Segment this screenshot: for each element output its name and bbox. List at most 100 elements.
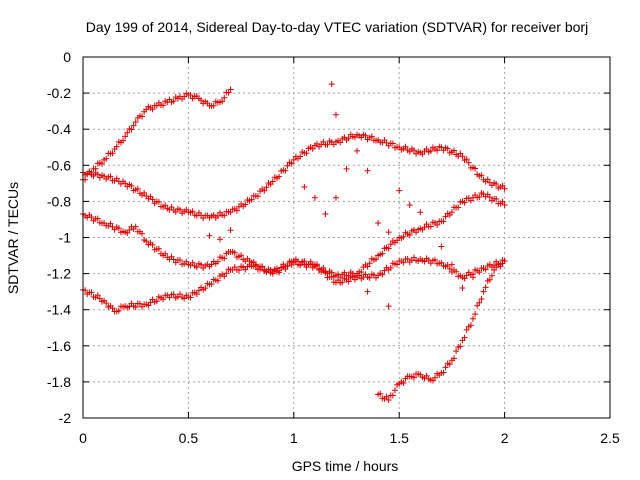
data-point	[284, 262, 291, 269]
data-point	[149, 106, 156, 113]
data-point	[162, 250, 169, 257]
data-point	[227, 86, 234, 93]
data-point	[145, 302, 152, 309]
data-point	[446, 265, 453, 272]
data-point	[160, 102, 167, 109]
data-point	[440, 369, 447, 376]
x-axis-label: GPS time / hours	[292, 458, 399, 474]
data-point	[322, 269, 329, 276]
data-point	[141, 189, 148, 196]
data-point	[189, 208, 196, 215]
axis-ticks: 0 0.5 1 1.5 2 2.5 0 -0.2 -0.4 -0.6 -0.8 -1 -1.2 -1.4 -…	[47, 49, 620, 446]
data-point	[217, 236, 224, 243]
data-point	[124, 230, 131, 237]
data-point	[484, 176, 491, 183]
data-point	[128, 126, 135, 133]
data-point	[406, 202, 413, 209]
data-point	[187, 294, 194, 301]
data-point	[341, 269, 348, 276]
data-point	[94, 292, 101, 299]
data-point	[301, 258, 308, 265]
data-point	[448, 261, 455, 268]
data-point	[242, 266, 249, 273]
data-point	[254, 193, 261, 200]
data-point	[132, 118, 139, 125]
data-point	[488, 272, 495, 279]
data-point	[227, 227, 234, 234]
data-point	[469, 274, 476, 281]
data-point	[189, 259, 196, 266]
data-point	[132, 223, 139, 230]
data-point	[214, 258, 221, 265]
data-point	[339, 279, 346, 286]
data-point	[328, 81, 335, 88]
data-point	[375, 220, 382, 227]
data-point	[385, 229, 392, 236]
data-point	[394, 261, 401, 268]
data-point	[337, 139, 344, 146]
data-point	[472, 165, 479, 172]
data-point	[130, 122, 137, 129]
data-point	[472, 311, 479, 318]
data-point	[126, 303, 133, 310]
y-tick-label: -1.6	[47, 338, 71, 354]
data-point	[453, 348, 460, 355]
data-point	[90, 173, 97, 180]
data-point	[214, 277, 221, 284]
x-tick-label: 0	[79, 430, 87, 446]
y-tick-label: -0.8	[47, 193, 71, 209]
data-point	[396, 187, 403, 194]
data-point	[385, 303, 392, 310]
data-point	[223, 270, 230, 277]
data-point	[465, 159, 472, 166]
data-point	[324, 141, 331, 148]
data-point	[385, 396, 392, 403]
data-point	[276, 173, 283, 180]
data-point	[126, 227, 133, 234]
data-point	[419, 151, 426, 158]
data-point	[210, 102, 217, 109]
data-point	[332, 111, 339, 118]
data-point	[467, 322, 474, 329]
data-point	[263, 184, 270, 191]
data-point	[486, 194, 493, 201]
y-tick-label: -1.2	[47, 266, 71, 282]
data-point	[332, 194, 339, 201]
data-point	[421, 224, 428, 231]
data-point	[459, 153, 466, 160]
data-point	[402, 143, 409, 150]
data-point	[115, 225, 122, 232]
data-point	[362, 132, 369, 139]
data-point	[221, 212, 228, 219]
data-point	[499, 198, 506, 205]
data-point	[149, 196, 156, 203]
data-point	[501, 185, 508, 192]
data-point	[109, 150, 116, 157]
data-point	[94, 215, 101, 222]
data-point	[434, 221, 441, 228]
data-point	[311, 194, 318, 201]
data-point	[476, 299, 483, 306]
data-point	[356, 272, 363, 279]
data-point	[432, 256, 439, 263]
data-point	[463, 156, 470, 163]
data-point	[238, 252, 245, 259]
x-tick-label: 2.5	[600, 430, 620, 446]
data-point	[493, 180, 500, 187]
data-point	[153, 298, 160, 305]
data-point	[316, 265, 323, 272]
data-point	[410, 374, 417, 381]
data-point	[187, 92, 194, 99]
data-point	[176, 206, 183, 213]
data-point	[139, 230, 146, 237]
data-point	[461, 199, 468, 206]
data-point	[377, 390, 384, 397]
data-point	[301, 183, 308, 190]
data-point	[242, 201, 249, 208]
y-tick-label: -1.4	[47, 302, 71, 318]
data-point	[198, 261, 205, 268]
data-point	[309, 145, 316, 152]
data-point	[448, 209, 455, 216]
data-point	[373, 256, 380, 263]
data-point	[427, 223, 434, 230]
